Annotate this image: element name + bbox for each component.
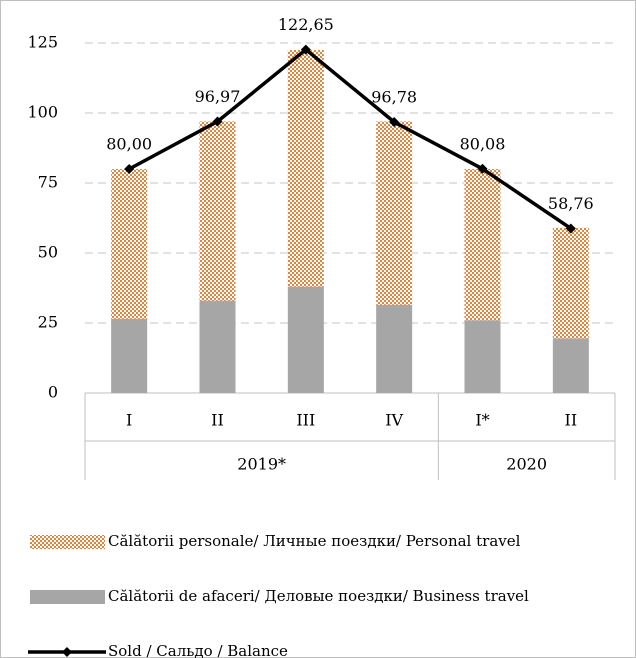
legend-label: Sold / Сальдо / Balance (108, 642, 288, 658)
marker (300, 44, 311, 55)
legend-marker (62, 647, 72, 657)
marker (477, 163, 488, 174)
x-tick-label: I* (475, 411, 489, 430)
bar (111, 318, 148, 393)
y-tick-label: 100 (27, 103, 58, 122)
y-tick-label: 25 (38, 313, 58, 332)
legend-swatch (30, 590, 105, 604)
bar (552, 338, 589, 393)
x-tick-label: II (211, 411, 224, 430)
bar (287, 286, 324, 393)
bar (111, 169, 148, 319)
bar (464, 320, 501, 393)
y-tick-label: 125 (27, 33, 58, 52)
x-tick-label: I (126, 411, 132, 430)
balance-line (128, 47, 572, 230)
bar (376, 121, 413, 305)
x-tick-label: IV (385, 411, 403, 430)
bar (376, 304, 413, 393)
bar (199, 300, 236, 393)
bar (552, 227, 589, 339)
bar (287, 50, 324, 287)
marker (565, 223, 576, 234)
marker (389, 117, 400, 128)
data-label: 96,97 (195, 87, 241, 106)
x-tick-label: III (296, 411, 315, 430)
legend-swatch (30, 535, 105, 549)
marker (124, 164, 135, 174)
y-tick-label: 50 (38, 243, 58, 262)
group-label: 2019* (237, 455, 286, 474)
data-label: 80,00 (106, 135, 152, 154)
bar (199, 121, 236, 301)
legend-label: Călătorii de afaceri/ Деловые поездки/ B… (108, 587, 529, 605)
y-tick-label: 0 (48, 383, 58, 402)
x-tick-label: II (565, 411, 578, 430)
data-label: 96,78 (371, 88, 417, 107)
data-label: 122,65 (278, 15, 334, 34)
y-tick-label: 75 (38, 173, 58, 192)
bar (464, 169, 501, 321)
data-label: 80,08 (460, 134, 506, 153)
group-label: 2020 (506, 455, 547, 474)
marker (212, 116, 223, 127)
legend-label: Călătorii personale/ Личные поездки/ Per… (108, 532, 521, 550)
data-label: 58,76 (548, 194, 594, 213)
